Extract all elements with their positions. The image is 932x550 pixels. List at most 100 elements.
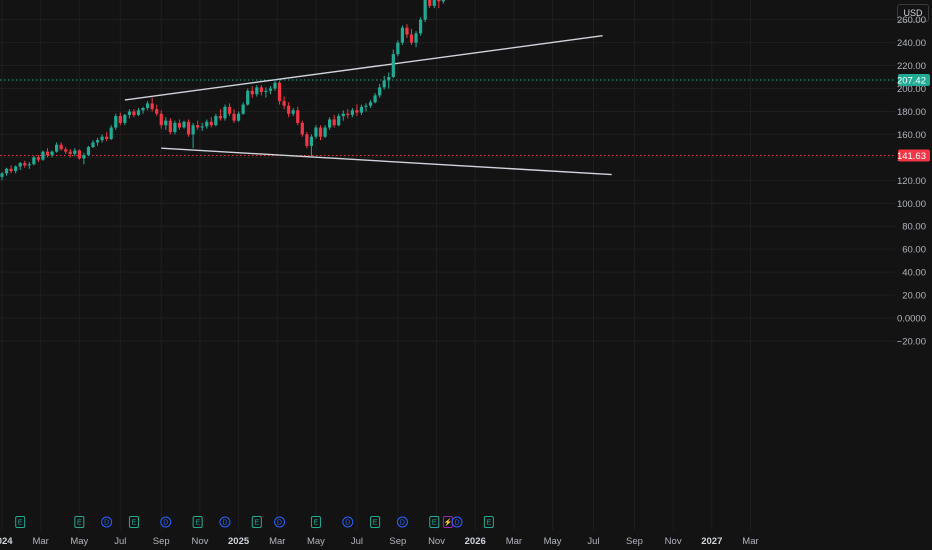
candle xyxy=(368,99,373,109)
marker-letter: E xyxy=(18,520,23,527)
earnings-marker[interactable]: E xyxy=(251,516,262,528)
dividend-marker[interactable]: D xyxy=(274,516,286,528)
candle-body xyxy=(382,80,386,88)
x-tick-label: Mar xyxy=(506,536,522,547)
event-markers[interactable]: EEEDEDEDEDEDEDE⚡DE xyxy=(0,516,494,528)
marker-letter: E xyxy=(77,520,82,527)
trendline-lower[interactable] xyxy=(161,147,612,176)
x-tick-label: Nov xyxy=(428,536,445,547)
candle-body xyxy=(250,90,254,95)
candle-body xyxy=(337,116,341,126)
dividend-marker[interactable]: D xyxy=(219,516,231,528)
candle-body xyxy=(378,87,382,96)
candle-body xyxy=(291,110,295,114)
candle xyxy=(36,155,40,162)
candle xyxy=(227,103,232,117)
split-marker[interactable]: ⚡ xyxy=(442,516,453,528)
candle xyxy=(373,93,377,104)
time-axis[interactable]: Nov 2024 Mar May Jul Sep Nov 2025 Mar May Jul Sep No… xyxy=(0,536,759,547)
candle xyxy=(259,85,263,96)
candle xyxy=(414,31,418,48)
candle xyxy=(0,172,4,181)
candle xyxy=(200,122,204,131)
candle xyxy=(437,0,441,9)
candle xyxy=(136,108,141,117)
candle-body xyxy=(373,95,377,103)
earnings-marker[interactable]: E xyxy=(310,516,321,528)
candle xyxy=(350,108,354,118)
x-tick-label: Sep xyxy=(389,536,406,547)
candle xyxy=(291,108,295,117)
candle xyxy=(428,0,432,9)
price-axis[interactable]: 400.00380.00360.00340.00320.00300.00280.… xyxy=(897,0,926,347)
candle-body xyxy=(41,151,45,160)
dividend-marker[interactable]: D xyxy=(342,516,354,528)
candle-body xyxy=(100,136,104,141)
dividend-marker[interactable]: D xyxy=(101,516,113,528)
candle-body xyxy=(214,116,218,126)
candle xyxy=(300,120,304,137)
candle xyxy=(150,97,154,112)
earnings-marker[interactable]: E xyxy=(192,516,203,528)
x-tick-label: 2026 xyxy=(465,536,486,547)
candle-body xyxy=(159,113,163,126)
candle-body xyxy=(132,111,136,115)
trendlines[interactable] xyxy=(124,35,612,176)
candle-body xyxy=(164,120,168,126)
candle-body xyxy=(4,168,9,174)
earnings-marker[interactable]: E xyxy=(370,516,381,528)
candle xyxy=(155,104,159,117)
earnings-marker[interactable]: E xyxy=(74,516,85,528)
dividend-marker[interactable]: D xyxy=(160,516,172,528)
earnings-marker[interactable]: E xyxy=(483,516,494,528)
y-tick-label: 60.00 xyxy=(902,245,926,256)
x-tick-label: 2025 xyxy=(228,536,250,547)
resistance-tag-label: 207.42 xyxy=(897,75,926,86)
candle-body xyxy=(209,121,213,126)
y-tick-label: 180.00 xyxy=(897,107,926,118)
marker-shape xyxy=(370,516,381,528)
candle-body xyxy=(287,105,291,114)
candle-body xyxy=(86,147,91,156)
currency-button[interactable]: USD xyxy=(897,4,929,22)
candle xyxy=(127,109,131,119)
x-tick-label: 2027 xyxy=(701,536,722,547)
candle-body xyxy=(268,88,273,91)
candle-body xyxy=(205,121,209,127)
candle xyxy=(255,85,259,97)
support-tag-bg xyxy=(898,149,930,162)
candle-body xyxy=(409,34,414,43)
x-tick-label: Nov xyxy=(191,536,208,547)
candle xyxy=(277,80,282,105)
x-tick-label: 2024 xyxy=(0,536,13,547)
dividend-marker[interactable]: D xyxy=(396,516,408,528)
marker-shape xyxy=(219,516,231,528)
candle-body xyxy=(246,90,250,105)
candle xyxy=(355,104,359,117)
earnings-marker[interactable]: E xyxy=(429,516,440,528)
earnings-marker[interactable]: E xyxy=(128,516,139,528)
candle-body xyxy=(346,113,350,115)
candle xyxy=(364,103,368,112)
earnings-marker[interactable]: E xyxy=(15,516,26,528)
trendline-upper[interactable] xyxy=(124,35,603,101)
dividend-marker[interactable]: D xyxy=(451,516,463,528)
candle-body xyxy=(127,111,131,115)
x-tick-label: Jul xyxy=(114,536,126,547)
x-tick-label: Sep xyxy=(153,536,170,547)
candle xyxy=(105,132,109,142)
candle-body xyxy=(27,164,31,166)
candle-body xyxy=(9,168,13,172)
marker-letter: E xyxy=(254,520,259,527)
candle xyxy=(382,75,386,90)
candle-body xyxy=(68,151,72,154)
y-tick-label: 220.00 xyxy=(897,61,926,72)
candle xyxy=(378,83,382,98)
candle xyxy=(32,156,36,166)
candle-body xyxy=(118,116,122,123)
candle-body xyxy=(55,144,59,152)
candle xyxy=(237,111,241,122)
candle xyxy=(268,86,273,95)
resistance-tag-bg xyxy=(898,73,930,86)
